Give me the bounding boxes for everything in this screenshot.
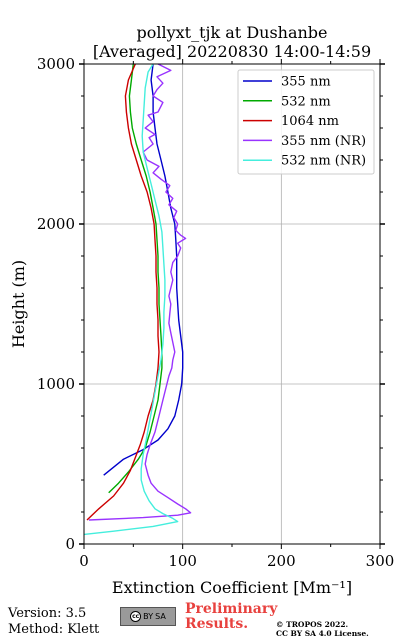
- legend-box: [237, 69, 375, 175]
- series-line-1064-nm: [86, 63, 160, 521]
- preliminary-line1: Preliminary: [185, 601, 278, 617]
- cc-icon: cc: [130, 611, 142, 622]
- x-axis-label: Extinction Coefficient [Mm⁻¹]: [112, 578, 352, 597]
- extinction-profile-chart: pollyxt_tjk at Dushanbe [Averaged] 20220…: [9, 23, 395, 597]
- copyright-line1: © TROPOS 2022.: [276, 620, 349, 629]
- legend-label: 1064 nm: [281, 114, 339, 129]
- x-tick-label: 0: [79, 552, 89, 570]
- y-tick-label: 2000: [37, 215, 75, 233]
- series-line-532-nm-nr: [83, 63, 179, 536]
- y-tick-label: 3000: [37, 55, 75, 73]
- cc-license-badge: cc BY SA: [120, 607, 176, 626]
- y-tick-label: 0: [65, 535, 75, 553]
- legend-label: 532 nm: [281, 94, 331, 109]
- chart-title-line2: [Averaged] 20220830 14:00-14:59: [93, 42, 371, 61]
- series-line-355-nm-nr: [88, 63, 192, 521]
- footer-info: Version: 3.5 Method: Klett: [8, 606, 99, 638]
- by-label: BY: [143, 612, 154, 621]
- y-tick-label: 1000: [37, 375, 75, 393]
- chart-title-line1: pollyxt_tjk at Dushanbe: [136, 23, 327, 42]
- series-line-532-nm: [108, 63, 163, 494]
- series-line-355-nm: [103, 63, 184, 476]
- legend: 355 nm 532 nm 1064 nm 355 nm (NR) 532 nm (NR…: [237, 69, 375, 175]
- legend-label: 355 nm: [281, 75, 331, 90]
- preliminary-line2: Results.: [185, 616, 249, 632]
- legend-label: 532 nm (NR): [281, 154, 366, 169]
- y-axis-label: Height (m): [9, 260, 28, 348]
- x-tick-label: 100: [168, 552, 197, 570]
- x-tick-label: 200: [267, 552, 296, 570]
- series-lines: [83, 63, 192, 536]
- x-tick-label: 300: [366, 552, 395, 570]
- copyright-line2: CC BY SA 4.0 License.: [276, 629, 369, 638]
- plot-frame: [83, 63, 381, 545]
- version-text: Version: 3.5: [8, 606, 87, 621]
- copyright-notice: © TROPOS 2022. CC BY SA 4.0 License.: [276, 620, 369, 638]
- legend-label: 355 nm (NR): [281, 134, 366, 149]
- preliminary-notice: Preliminary Results.: [185, 602, 277, 632]
- sa-label: SA: [155, 612, 166, 621]
- method-text: Method: Klett: [8, 622, 100, 637]
